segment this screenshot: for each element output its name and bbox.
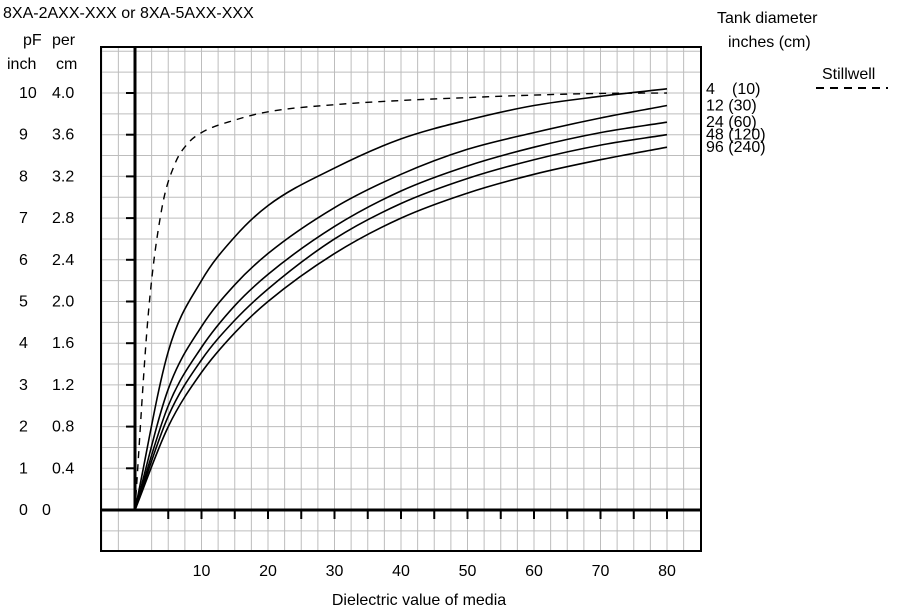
- y-tick-label-inch: 4: [19, 335, 28, 352]
- chart-title: 8XA-2AXX-XXX or 8XA-5AXX-XXX: [3, 5, 254, 22]
- axis-ticks: [126, 92, 668, 519]
- y-tick-label-inch: 1: [19, 460, 28, 477]
- series-line-3: [134, 121, 668, 511]
- series-line-1: [134, 88, 668, 511]
- y-tick-label-cm: 0: [42, 502, 51, 519]
- series-line-0: [134, 92, 668, 511]
- legend-title-line-2: inches (cm): [728, 34, 811, 51]
- y-tick-label-cm: 3.6: [52, 127, 74, 144]
- y-axis-cm-header-line-2: cm: [56, 56, 77, 73]
- series-label-2: 12 (30): [706, 98, 757, 115]
- x-tick-label: 70: [592, 563, 610, 580]
- y-tick-label-inch: 10: [19, 85, 37, 102]
- y-tick-label-cm: 2.0: [52, 294, 74, 311]
- x-tick-label: 80: [658, 563, 676, 580]
- series-line-5: [134, 146, 668, 511]
- stillwell-label: Stillwell: [822, 66, 875, 83]
- y-tick-label-cm: 4.0: [52, 85, 74, 102]
- x-tick-label: 10: [193, 563, 211, 580]
- x-tick-label: 50: [459, 563, 477, 580]
- series-curves: [134, 88, 668, 511]
- y-tick-label-cm: 2.4: [52, 252, 74, 269]
- y-tick-label-inch: 9: [19, 127, 28, 144]
- x-tick-label: 40: [392, 563, 410, 580]
- y-tick-label-inch: 6: [19, 252, 28, 269]
- series-label-1-cm: (10): [732, 81, 760, 98]
- y-tick-label-inch: 3: [19, 377, 28, 394]
- series-label-1: 4: [706, 81, 715, 98]
- y-tick-label-inch: 2: [19, 419, 28, 436]
- y-axis-inch-header-line-1: pF: [23, 32, 42, 49]
- legend-title-line-1: Tank diameter: [717, 10, 818, 27]
- y-tick-label-inch: 8: [19, 168, 28, 185]
- gridlines: [101, 47, 701, 551]
- y-tick-label-cm: 0.8: [52, 419, 74, 436]
- y-tick-label-cm: 1.6: [52, 335, 74, 352]
- series-line-4: [134, 133, 668, 511]
- y-tick-label-inch: 5: [19, 294, 28, 311]
- y-tick-label-cm: 2.8: [52, 210, 74, 227]
- x-tick-label: 60: [525, 563, 543, 580]
- tick-labels: 10 20 30 40 50 60 70 80 0 1 2 3 4 5 6 7 8 9 10 0 0.4 0.8 1.2 1.…: [19, 81, 766, 580]
- y-tick-label-inch: 7: [19, 210, 28, 227]
- x-tick-label: 30: [326, 563, 344, 580]
- series-label-4: 48 (120): [706, 127, 766, 144]
- y-axis-inch-header-line-2: inch: [7, 56, 36, 73]
- series-line-2: [134, 104, 668, 511]
- series-label-5: 96 (240): [706, 139, 766, 156]
- y-tick-label-cm: 3.2: [52, 168, 74, 185]
- x-axis-label: Dielectric value of media: [332, 592, 506, 609]
- y-tick-label-inch: 0: [19, 502, 28, 519]
- x-tick-label: 20: [259, 563, 277, 580]
- y-tick-label-cm: 1.2: [52, 377, 74, 394]
- y-tick-label-cm: 0.4: [52, 460, 74, 477]
- series-label-3: 24 (60): [706, 114, 757, 131]
- chart-frame: [100, 46, 702, 552]
- y-axis-cm-header-line-1: per: [52, 32, 76, 49]
